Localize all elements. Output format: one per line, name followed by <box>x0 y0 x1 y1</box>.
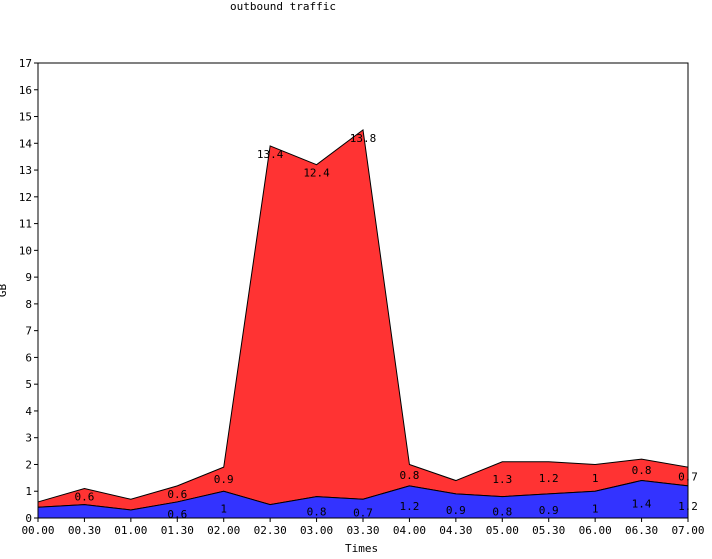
x-tick-label: 05.30 <box>532 524 565 537</box>
data-label-bottom: 0.7 <box>353 507 373 520</box>
series-top-area <box>37 129 689 511</box>
data-labels-group: 0.6 1 0.8 0.7 1.2 0.9 0.8 0.9 1 1.4 1.2 0.6 0.6 0.9 13… <box>74 132 697 521</box>
y-tick-label: 5 <box>25 378 32 391</box>
y-tick-label: 10 <box>19 244 32 257</box>
y-tick-label: 11 <box>19 218 32 231</box>
y-tick-label: 12 <box>19 191 32 204</box>
y-tick-label: 6 <box>25 351 32 364</box>
data-label-bottom: 0.9 <box>539 504 559 517</box>
chart-title: outbound traffic <box>230 0 336 13</box>
y-tick-label: 0 <box>25 512 32 525</box>
data-label-bottom: 1.4 <box>632 497 652 510</box>
data-label-top: 0.9 <box>214 473 234 486</box>
x-tick-label: 00.30 <box>68 524 101 537</box>
x-tick-label: 06.00 <box>579 524 612 537</box>
data-label-top: 0.7 <box>678 471 698 484</box>
data-label-top: 12.4 <box>303 167 330 180</box>
data-label-top: 0.6 <box>74 491 94 504</box>
x-tick-label: 04.30 <box>439 524 472 537</box>
data-label-bottom: 0.8 <box>492 505 512 518</box>
x-tick-label: 01.30 <box>161 524 194 537</box>
data-label-bottom: 0.8 <box>307 505 327 518</box>
x-tick-label: 04.00 <box>393 524 426 537</box>
y-tick-label: 15 <box>19 111 32 124</box>
x-tick-label: 06.30 <box>625 524 658 537</box>
data-label-top: 0.8 <box>632 464 652 477</box>
y-tick-label: 1 <box>25 485 32 498</box>
y-tick-label: 3 <box>25 432 32 445</box>
data-label-bottom: 1.2 <box>678 500 698 513</box>
data-label-bottom: 0.6 <box>167 508 187 521</box>
y-tick-label: 2 <box>25 458 32 471</box>
data-label-top: 1 <box>592 472 599 485</box>
data-label-top: 0.8 <box>399 469 419 482</box>
data-label-bottom: 1 <box>220 503 227 516</box>
data-label-top: 13.4 <box>257 148 284 161</box>
y-tick-label: 14 <box>19 137 33 150</box>
y-tick-label: 8 <box>25 298 32 311</box>
y-tick-label: 17 <box>19 57 32 70</box>
data-label-top: 1.3 <box>492 473 512 486</box>
x-axis-label: Times <box>345 542 379 555</box>
y-tick-label: 4 <box>25 405 32 418</box>
y-tick-label: 16 <box>19 84 32 97</box>
y-tick-label: 7 <box>25 325 32 338</box>
data-label-bottom: 0.9 <box>446 504 466 517</box>
data-label-top: 0.6 <box>167 488 187 501</box>
x-tick-label: 07.00 <box>671 524 704 537</box>
data-label-bottom: 1 <box>592 503 599 516</box>
x-tick-label: 01.00 <box>114 524 147 537</box>
x-tick-label: 05.00 <box>486 524 519 537</box>
x-tick-label: 03.00 <box>300 524 333 537</box>
y-tick-label: 9 <box>25 271 32 284</box>
areas-group <box>37 129 689 519</box>
x-tick-label: 03.30 <box>346 524 379 537</box>
x-tick-label: 02.00 <box>207 524 240 537</box>
data-label-top: 13.8 <box>350 132 377 145</box>
data-label-top: 1.2 <box>539 472 559 485</box>
x-tick-label: 02.30 <box>254 524 287 537</box>
y-tick-label: 13 <box>19 164 32 177</box>
x-tick-label: 00.00 <box>21 524 54 537</box>
data-label-bottom: 1.2 <box>399 500 419 513</box>
